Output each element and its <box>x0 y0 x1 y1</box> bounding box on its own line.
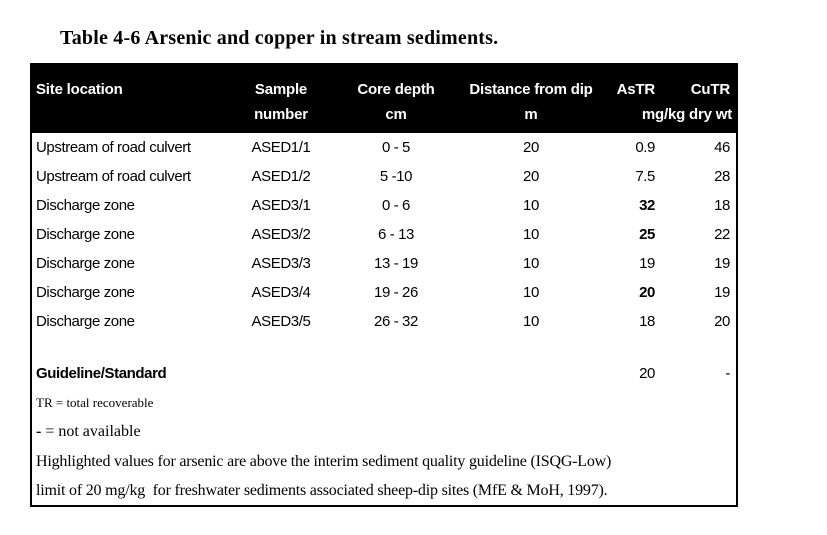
cell-as-tr: 25 <box>639 226 655 243</box>
table-body: Upstream of road culvert ASED1/1 0 - 5 2… <box>31 133 737 506</box>
cell-as-tr: 20 <box>639 284 655 301</box>
table-row: Discharge zone ASED3/3 13 - 19 10 19 19 <box>31 249 737 278</box>
table-row: Discharge zone ASED3/2 6 - 13 10 25 22 <box>31 220 737 249</box>
cell-site-location: Discharge zone <box>36 197 135 214</box>
cell-as-tr: 7.5 <box>635 168 655 185</box>
cell-cu-tr: 19 <box>714 255 730 272</box>
note-dash-text: - = not available <box>31 417 737 447</box>
cell-distance: 10 <box>523 197 539 214</box>
header-row-2: number cm m mg/kg dry wt <box>31 100 737 133</box>
column-header-site-location-blank <box>31 100 221 133</box>
note-row-tr: TR = total recoverable <box>31 388 737 417</box>
cell-as-tr: 19 <box>639 255 655 272</box>
cell-site-location: Discharge zone <box>36 313 135 330</box>
cell-cu-tr: 19 <box>714 284 730 301</box>
cell-sample-number: ASED3/5 <box>251 313 311 330</box>
cell-site-location: Discharge zone <box>36 255 135 272</box>
cell-sample-number: ASED3/4 <box>251 284 311 301</box>
footnote-line-2: limit of 20 mg/kg for freshwater sedimen… <box>36 482 608 499</box>
cell-sample-number: ASED1/2 <box>251 168 311 185</box>
guideline-as-tr: 20 <box>639 365 655 382</box>
table-row: Upstream of road culvert ASED1/2 5 -10 2… <box>31 162 737 191</box>
table-title: Table 4-6 Arsenic and copper in stream s… <box>60 27 499 49</box>
spacer-cell <box>31 336 737 359</box>
column-header-as-tr: AsTR <box>611 64 659 100</box>
cell-core-depth: 5 -10 <box>379 168 413 185</box>
column-header-sample: Sample <box>221 64 341 100</box>
cell-core-depth: 19 - 26 <box>374 284 418 301</box>
cell-core-depth: 0 - 6 <box>381 197 410 214</box>
cell-sample-number: ASED3/3 <box>251 255 311 272</box>
cell-sample-number: ASED3/2 <box>251 226 311 243</box>
cell-cu-tr: 28 <box>714 168 730 185</box>
cell-as-tr: 0.9 <box>635 139 655 156</box>
header-row-1: Site location Sample Core depth Distance… <box>31 64 737 100</box>
guideline-cu-tr: - <box>725 365 730 382</box>
cell-site-location: Discharge zone <box>36 284 135 301</box>
cell-core-depth: 26 - 32 <box>374 313 418 330</box>
cell-distance: 10 <box>523 226 539 243</box>
guideline-label: Guideline/Standard <box>36 365 167 382</box>
cell-core-depth: 13 - 19 <box>374 255 418 272</box>
column-subheader-number: number <box>221 100 341 133</box>
cell-cu-tr: 22 <box>714 226 730 243</box>
cell-site-location: Discharge zone <box>36 226 135 243</box>
cell-cu-tr: 18 <box>714 197 730 214</box>
table-row: Discharge zone ASED3/1 0 - 6 10 32 18 <box>31 191 737 220</box>
table-header: Site location Sample Core depth Distance… <box>31 64 737 133</box>
footnote-row: Highlighted values for arsenic are above… <box>31 447 737 506</box>
column-subheader-unit: mg/kg dry wt <box>611 100 737 133</box>
table-row: Upstream of road culvert ASED1/1 0 - 5 2… <box>31 133 737 162</box>
table-row: Discharge zone ASED3/4 19 - 26 10 20 19 <box>31 278 737 307</box>
column-header-cu-tr: CuTR <box>659 64 737 100</box>
column-header-distance: Distance from dip <box>451 64 611 100</box>
column-header-site-location: Site location <box>31 64 221 100</box>
cell-distance: 10 <box>523 255 539 272</box>
cell-distance: 20 <box>523 139 539 156</box>
cell-as-tr: 32 <box>639 197 655 214</box>
column-subheader-cm: cm <box>341 100 451 133</box>
cell-sample-number: ASED3/1 <box>251 197 311 214</box>
cell-cu-tr: 20 <box>714 313 730 330</box>
cell-site-location: Upstream of road culvert <box>36 168 191 185</box>
column-subheader-m: m <box>451 100 611 133</box>
dash-note-label: = not available <box>41 423 141 440</box>
footnote-cell: Highlighted values for arsenic are above… <box>31 447 737 506</box>
note-tr-text: TR = total recoverable <box>36 394 154 410</box>
table-row: Discharge zone ASED3/5 26 - 32 10 18 20 <box>31 307 737 336</box>
cell-as-tr: 18 <box>639 313 655 330</box>
cell-cu-tr: 46 <box>714 139 730 156</box>
cell-distance: 10 <box>523 284 539 301</box>
cell-core-depth: 0 - 5 <box>381 139 410 156</box>
column-header-core-depth: Core depth <box>341 64 451 100</box>
guideline-row: Guideline/Standard 20 - <box>31 359 737 388</box>
cell-site-location: Upstream of road culvert <box>36 139 191 156</box>
cell-core-depth: 6 - 13 <box>378 226 414 243</box>
cell-distance: 20 <box>523 168 539 185</box>
spacer-row <box>31 336 737 359</box>
cell-distance: 10 <box>523 313 539 330</box>
note-row-dash: - = not available <box>31 417 737 447</box>
dash-symbol: - <box>36 423 42 440</box>
sediments-table: Site location Sample Core depth Distance… <box>30 63 738 507</box>
cell-sample-number: ASED1/1 <box>251 139 311 156</box>
footnote-line-1: Highlighted values for arsenic are above… <box>36 453 612 470</box>
